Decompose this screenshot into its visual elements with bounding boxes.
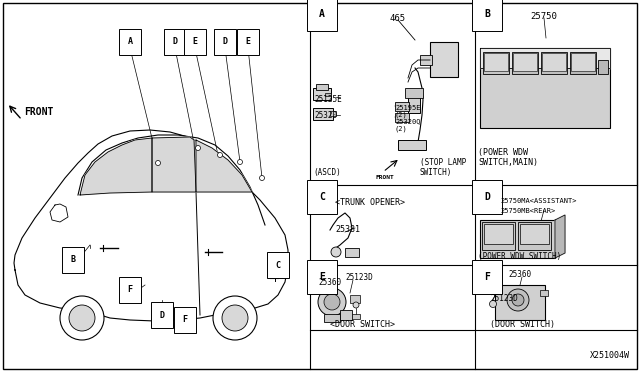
Circle shape bbox=[195, 145, 200, 151]
Text: 25750: 25750 bbox=[530, 12, 557, 21]
Text: FRONT: FRONT bbox=[376, 175, 395, 180]
Text: (POWER WDW
SWITCH,MAIN): (POWER WDW SWITCH,MAIN) bbox=[478, 148, 538, 167]
Text: 25320Q
(2): 25320Q (2) bbox=[395, 118, 420, 131]
Text: 25123D: 25123D bbox=[345, 273, 372, 282]
Bar bbox=[408, 95, 420, 113]
Text: A: A bbox=[127, 38, 132, 46]
Text: X251004W: X251004W bbox=[590, 351, 630, 360]
Bar bbox=[541, 52, 567, 74]
Bar bbox=[316, 84, 328, 90]
Circle shape bbox=[331, 247, 341, 257]
Text: 465: 465 bbox=[390, 14, 406, 23]
Circle shape bbox=[213, 296, 257, 340]
Bar bbox=[352, 314, 360, 319]
Text: B: B bbox=[70, 256, 76, 264]
Text: 25320: 25320 bbox=[314, 110, 337, 119]
Polygon shape bbox=[152, 137, 196, 192]
Text: 25125E: 25125E bbox=[314, 96, 342, 105]
Text: 25750MA<ASSISTANT>: 25750MA<ASSISTANT> bbox=[500, 198, 577, 204]
Text: (ASCD): (ASCD) bbox=[313, 168, 340, 177]
Text: (STOP LAMP
SWITCH): (STOP LAMP SWITCH) bbox=[420, 158, 467, 177]
Bar bbox=[598, 60, 608, 74]
Text: A: A bbox=[319, 9, 325, 19]
Bar bbox=[484, 224, 513, 244]
Text: C: C bbox=[319, 192, 325, 202]
Polygon shape bbox=[555, 215, 565, 258]
Text: 25381: 25381 bbox=[335, 225, 360, 234]
Text: 25123D: 25123D bbox=[490, 294, 518, 303]
Text: F: F bbox=[182, 315, 188, 324]
Bar bbox=[518, 222, 551, 250]
Text: D: D bbox=[484, 192, 490, 202]
Bar bbox=[350, 295, 360, 303]
Circle shape bbox=[259, 176, 264, 180]
Bar bbox=[513, 53, 537, 71]
Text: 25195E
(2): 25195E (2) bbox=[395, 105, 420, 119]
Bar bbox=[345, 248, 359, 257]
Text: B: B bbox=[484, 9, 490, 19]
Bar bbox=[480, 220, 555, 258]
Text: C: C bbox=[275, 260, 280, 269]
Bar bbox=[395, 113, 409, 122]
Bar bbox=[313, 108, 333, 120]
Circle shape bbox=[512, 294, 524, 306]
Text: F: F bbox=[127, 285, 132, 295]
Polygon shape bbox=[330, 111, 336, 116]
Circle shape bbox=[69, 305, 95, 331]
Text: E: E bbox=[319, 272, 325, 282]
Bar bbox=[340, 310, 352, 320]
Bar bbox=[571, 53, 595, 71]
Polygon shape bbox=[480, 48, 610, 68]
Circle shape bbox=[490, 301, 497, 308]
Polygon shape bbox=[325, 93, 331, 96]
Bar bbox=[542, 53, 566, 71]
Bar bbox=[570, 52, 596, 74]
Polygon shape bbox=[14, 130, 288, 321]
Text: D: D bbox=[223, 38, 227, 46]
Circle shape bbox=[218, 153, 223, 157]
Bar bbox=[480, 48, 610, 128]
Text: D: D bbox=[173, 38, 177, 46]
Text: F: F bbox=[484, 272, 490, 282]
Bar bbox=[395, 102, 409, 111]
Bar bbox=[324, 314, 340, 322]
Bar bbox=[512, 52, 538, 74]
Text: E: E bbox=[193, 38, 198, 46]
Text: FRONT: FRONT bbox=[24, 107, 53, 117]
Bar bbox=[482, 222, 515, 250]
Circle shape bbox=[60, 296, 104, 340]
Text: D: D bbox=[159, 311, 164, 320]
Text: <TRUNK OPENER>: <TRUNK OPENER> bbox=[335, 198, 405, 207]
Bar bbox=[398, 140, 426, 150]
Bar bbox=[495, 285, 545, 320]
Bar bbox=[430, 42, 458, 77]
Bar bbox=[540, 290, 548, 296]
Bar bbox=[483, 52, 509, 74]
Polygon shape bbox=[196, 140, 252, 192]
Bar bbox=[484, 53, 508, 71]
Circle shape bbox=[324, 294, 340, 310]
Circle shape bbox=[507, 289, 529, 311]
Circle shape bbox=[318, 288, 346, 316]
Text: 25360: 25360 bbox=[318, 278, 341, 287]
Bar bbox=[313, 88, 331, 100]
Circle shape bbox=[353, 302, 359, 308]
Text: <DOOR SWITCH>: <DOOR SWITCH> bbox=[330, 320, 395, 329]
Polygon shape bbox=[80, 138, 152, 195]
Circle shape bbox=[222, 305, 248, 331]
Circle shape bbox=[156, 160, 161, 166]
Circle shape bbox=[237, 160, 243, 164]
Text: 25750MB<REAR>: 25750MB<REAR> bbox=[500, 208, 556, 214]
Text: (POWER WDW SWITCH): (POWER WDW SWITCH) bbox=[478, 252, 561, 261]
Bar bbox=[405, 88, 423, 98]
Text: E: E bbox=[246, 38, 250, 46]
Polygon shape bbox=[50, 204, 68, 222]
Text: 25360: 25360 bbox=[508, 270, 531, 279]
Bar bbox=[520, 224, 549, 244]
Text: (DOOR SWITCH): (DOOR SWITCH) bbox=[490, 320, 555, 329]
Bar bbox=[420, 55, 432, 65]
